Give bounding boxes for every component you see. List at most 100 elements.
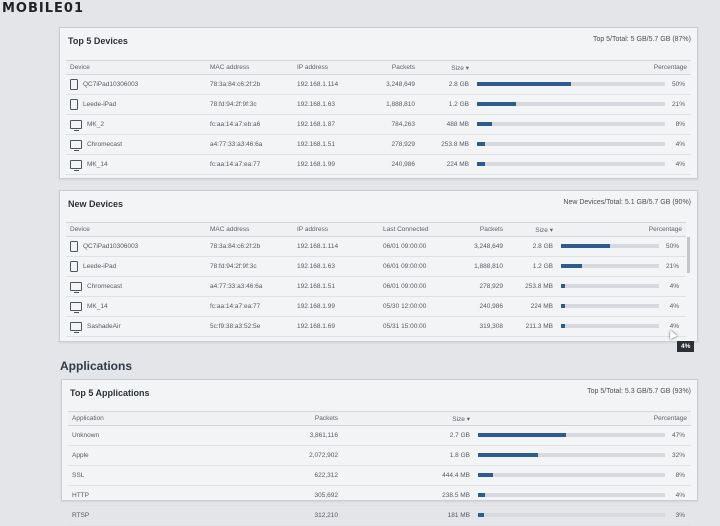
column-header-device[interactable]: Device (66, 222, 206, 237)
percentage-bar (477, 102, 665, 107)
size-value: 1.2 GB (419, 94, 473, 115)
packets-value: 1,888,810 (375, 94, 419, 115)
device-cell[interactable]: QC7iPad10306003 (66, 236, 206, 257)
column-header-percentage[interactable]: Percentage (473, 60, 691, 75)
table-row[interactable]: Leede-iPad 78:fd:94:2f:9f:3c 192.168.1.63 1… (66, 94, 691, 115)
column-header-application[interactable]: Application (68, 411, 238, 426)
monitor-icon (70, 120, 82, 131)
percentage-value: 4% (669, 322, 679, 330)
monitor-icon (70, 322, 82, 333)
percentage-bar-fill (477, 162, 485, 167)
device-cell[interactable]: QC7iPad10306003 (66, 74, 206, 95)
device-cell[interactable]: Chromecast (66, 134, 206, 155)
percentage-bar (561, 244, 659, 249)
table-row[interactable]: RTSP 312,210 181 MB 3% (68, 505, 691, 526)
column-header-last-connected[interactable]: Last Connected (379, 222, 459, 237)
new-devices-header: New Devices New Devices/Total: 5.1 GB/5.… (60, 191, 697, 217)
device-name: Chromecast (87, 283, 123, 291)
table-row[interactable]: Unknown 3,861,116 2.7 GB 47% (68, 425, 691, 446)
percentage-cell: 4% (557, 316, 686, 337)
table-row[interactable]: Chromecast a4:77:33:a3:46:6a 192.168.1.51 2… (66, 134, 691, 155)
ip-address: 192.168.1.99 (293, 296, 379, 317)
table-row[interactable]: Chromecast a4:77:33:a3:46:6a 192.168.1.51 0… (66, 276, 686, 297)
table-row[interactable]: MK_2 fc:aa:14:a7:eb:a6 192.168.1.87 784,263… (66, 114, 691, 135)
device-name: Leede-iPad (83, 263, 117, 271)
packets-value: 240,986 (459, 296, 507, 317)
column-header-ip[interactable]: IP address (293, 222, 379, 237)
new-devices-panel: New Devices New Devices/Total: 5.1 GB/5.… (59, 190, 698, 342)
table-row[interactable]: MK_14 fc:aa:14:a7:ea:77 192.168.1.99 240,98… (66, 154, 691, 175)
percentage-value: 50% (671, 80, 685, 88)
table-row[interactable]: MK_14 fc:aa:14:a7:ea:77 192.168.1.99 05/30 … (66, 296, 686, 317)
column-header-mac[interactable]: MAC address (206, 60, 293, 75)
top-apps-table: Application Packets Size ▾ Percentage Un… (68, 411, 691, 526)
table-row[interactable]: Apple 2,072,902 1.8 GB 32% (68, 445, 691, 466)
table-row[interactable]: SashadeAir 5c:f9:38:a3:52:5e 192.168.1.69 0… (66, 316, 686, 337)
mac-address: 78:3a:84:c6:2f:2b (206, 74, 293, 95)
column-header-size[interactable]: Size ▾ (507, 222, 557, 237)
mac-address: 78:fd:94:2f:9f:3c (206, 94, 293, 115)
application-name: Apple (68, 445, 238, 466)
table-row[interactable]: QC7iPad10306003 78:3a:84:c6:2f:2b 192.168.… (66, 236, 686, 257)
column-header-packets[interactable]: Packets (238, 411, 342, 426)
packets-value: 3,861,116 (238, 425, 342, 446)
table-row[interactable]: SSL 622,312 444.4 MB 8% (68, 465, 691, 486)
new-devices-scrollbar[interactable] (687, 237, 690, 273)
packets-value: 3,248,649 (375, 74, 419, 95)
device-cell[interactable]: Leede-iPad (66, 94, 206, 115)
column-header-packets[interactable]: Packets (459, 222, 507, 237)
packets-value: 240,986 (375, 154, 419, 175)
tablet-icon (70, 79, 78, 90)
column-header-ip[interactable]: IP address (293, 60, 375, 75)
column-header-percentage[interactable]: Percentage (557, 222, 686, 237)
size-value: 224 MB (419, 154, 473, 175)
percentage-value: 50% (665, 242, 679, 250)
percentage-bar-fill (561, 244, 610, 249)
ip-address: 192.168.1.63 (293, 94, 375, 115)
packets-value: 278,929 (459, 276, 507, 297)
device-cell[interactable]: MK_14 (66, 296, 206, 317)
packets-value: 319,308 (459, 316, 507, 337)
monitor-icon (70, 282, 82, 293)
percentage-cell: 3% (474, 505, 691, 526)
percentage-cell: 21% (473, 94, 691, 115)
device-name: QC7iPad10306003 (83, 81, 139, 89)
top-apps-panel: Top 5 Applications Top 5/Total: 5.3 GB/5… (61, 379, 698, 526)
percentage-bar (478, 493, 665, 498)
application-name: SSL (68, 465, 238, 486)
table-row[interactable]: HTTP 305,692 238.5 MB 4% (68, 485, 691, 506)
percentage-value: 21% (671, 100, 685, 108)
monitor-icon (70, 160, 82, 171)
percentage-cell: 4% (557, 296, 686, 317)
size-value: 253.8 MB (419, 134, 473, 155)
ip-address: 192.168.1.63 (293, 256, 379, 277)
last-connected: 06/01 09:00:00 (379, 276, 459, 297)
device-cell[interactable]: Chromecast (66, 276, 206, 297)
column-header-mac[interactable]: MAC address (206, 222, 293, 237)
application-name: HTTP (68, 485, 238, 506)
top-devices-table: Device MAC address IP address Packets Si… (66, 60, 691, 175)
column-header-packets[interactable]: Packets (375, 60, 419, 75)
percentage-bar-fill (478, 453, 538, 458)
column-header-percentage[interactable]: Percentage (474, 411, 691, 426)
percentage-cell: 21% (557, 256, 686, 277)
ip-address: 192.168.1.51 (293, 134, 375, 155)
new-devices-table: Device MAC address IP address Last Conne… (66, 222, 686, 337)
device-cell[interactable]: MK_14 (66, 154, 206, 175)
table-row[interactable]: QC7iPad10306003 78:3a:84:c6:2f:2b 192.168.… (66, 74, 691, 95)
size-value: 488 MB (419, 114, 473, 135)
mac-address: fc:aa:14:a7:ea:77 (206, 154, 293, 175)
column-header-device[interactable]: Device (66, 60, 206, 75)
last-connected: 06/01 09:00:00 (379, 236, 459, 257)
column-header-size[interactable]: Size ▾ (342, 411, 474, 426)
device-cell[interactable]: MK_2 (66, 114, 206, 135)
size-value: 224 MB (507, 296, 557, 317)
table-row[interactable]: Leede-iPad 78:fd:94:2f:9f:3c 192.168.1.63 0… (66, 256, 686, 277)
percentage-bar (561, 264, 659, 269)
percentage-cell: 4% (473, 154, 691, 175)
device-cell[interactable]: SashadeAir (66, 316, 206, 337)
device-name: Chromecast (87, 141, 123, 149)
column-header-size[interactable]: Size ▾ (419, 60, 473, 75)
device-cell[interactable]: Leede-iPad (66, 256, 206, 277)
ip-address: 192.168.1.99 (293, 154, 375, 175)
